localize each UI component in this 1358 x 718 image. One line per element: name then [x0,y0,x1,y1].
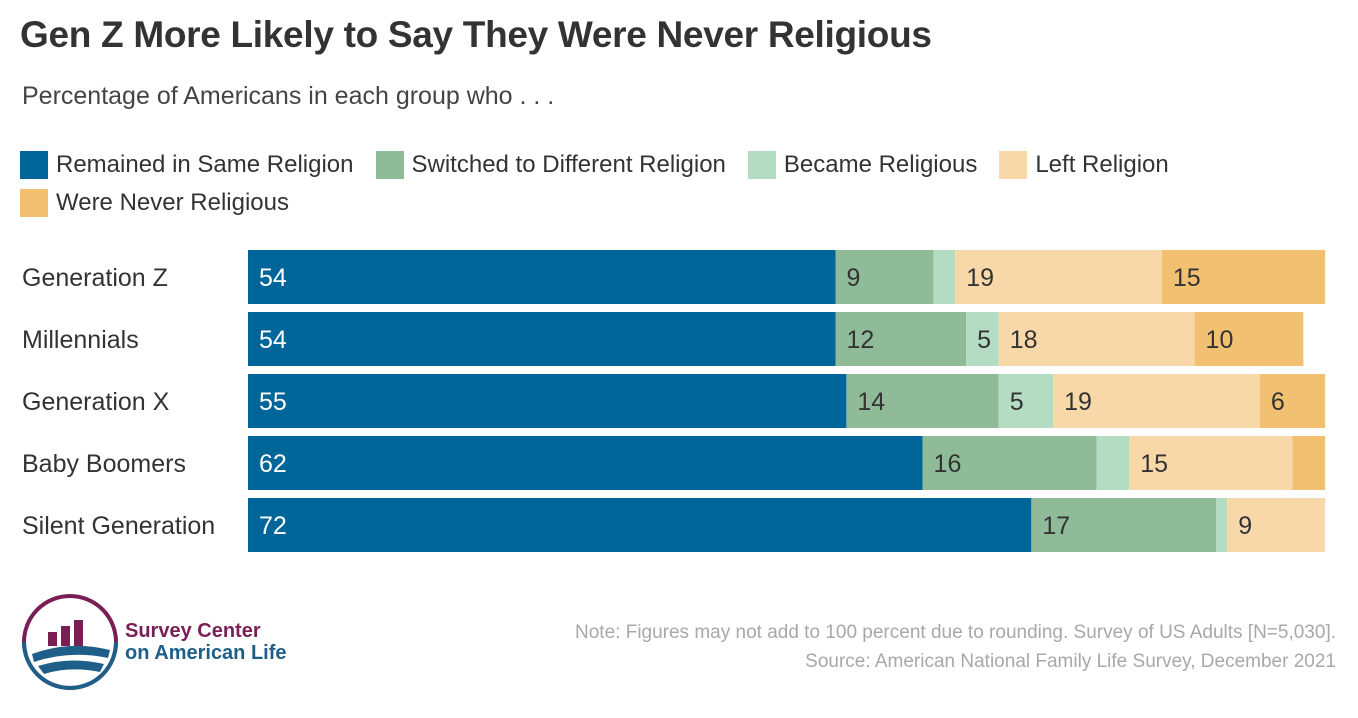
bar-segment-silent-generation-became-religious [1216,498,1228,552]
logo-text-line1: Survey Center [125,620,261,642]
bar-segment-generation-x-left-religion [1053,374,1260,428]
category-label-silent-generation: Silent Generation [22,512,215,540]
data-label-generation-z-remained-in-same-religion: 54 [259,264,287,292]
category-label-generation-z: Generation Z [22,264,168,292]
legend-label-became-religious: Became Religious [783,151,978,178]
data-label-millennials-remained-in-same-religion: 54 [259,326,287,354]
bar-segment-millennials-switched-to-different-religion [835,312,967,366]
bar-segment-generation-x-remained-in-same-religion [248,374,847,428]
bar-segment-generation-z-switched-to-different-religion [835,250,934,304]
data-label-millennials-left-religion: 18 [1010,326,1038,354]
category-label-baby-boomers: Baby Boomers [22,450,186,478]
legend-item-left-religion: Left Religion [999,150,1169,180]
legend-item-switched: Switched to Different Religion [375,150,726,180]
legend-label-left-religion: Left Religion [1035,151,1169,178]
data-label-silent-generation-left-religion: 9 [1238,512,1252,540]
footnote: Note: Figures may not add to 100 percent… [575,618,1336,676]
legend-swatch-left-religion [999,151,1028,179]
bar-segment-generation-z-remained-in-same-religion [248,250,836,304]
data-label-baby-boomers-left-religion: 15 [1140,450,1168,478]
bar-segment-baby-boomers-left-religion [1129,436,1293,490]
data-label-generation-z-were-never-religious: 15 [1173,264,1201,292]
logo-text-line2: on American Life [125,642,287,664]
legend-item-remained: Remained in Same Religion [20,150,354,180]
chart-title: Gen Z More Likely to Say They Were Never… [20,14,932,55]
category-label-generation-x: Generation X [22,388,170,416]
logo-emblem-icon [22,594,118,690]
bar-segment-generation-x-switched-to-different-religion [846,374,999,428]
legend-label-switched: Switched to Different Religion [411,151,726,178]
data-label-generation-z-switched-to-different-religion: 9 [847,264,861,292]
data-label-baby-boomers-switched-to-different-religion: 16 [934,450,962,478]
bar-segment-generation-x-became-religious [998,374,1054,428]
logo-wordmark: Survey Center on American Life [125,620,287,664]
data-label-generation-z-left-religion: 19 [966,264,994,292]
legend-label-never-religious: Were Never Religious [56,189,289,216]
bar-segment-generation-z-left-religion [955,250,1162,304]
legend-swatch-never-religious [20,189,48,217]
legend-swatch-became-religious [747,151,776,179]
bar-segment-millennials-left-religion [998,312,1195,366]
data-label-millennials-were-never-religious: 10 [1206,326,1234,354]
bar-segment-baby-boomers-remained-in-same-religion [248,436,923,490]
data-label-millennials-became-religious: 5 [977,326,991,354]
legend-swatch-remained [20,151,48,179]
bar-segment-silent-generation-remained-in-same-religion [248,498,1032,552]
data-label-generation-x-were-never-religious: 6 [1271,388,1285,416]
category-label-millennials: Millennials [22,326,139,354]
bar-segment-generation-z-were-never-religious [1161,250,1326,304]
data-label-silent-generation-remained-in-same-religion: 72 [259,512,287,540]
data-label-generation-x-remained-in-same-religion: 55 [259,388,287,416]
bar-segment-generation-z-became-religious [933,250,956,304]
source-text: Source: American National Family Life Su… [805,651,1336,672]
bar-segment-silent-generation-switched-to-different-religion [1031,498,1217,552]
data-label-millennials-switched-to-different-religion: 12 [847,326,875,354]
legend-label-remained: Remained in Same Religion [56,151,354,178]
bar-segment-baby-boomers-were-never-religious [1292,436,1326,490]
bar-segment-generation-x-were-never-religious [1259,374,1326,428]
bar-segment-millennials-remained-in-same-religion [248,312,836,366]
data-label-baby-boomers-remained-in-same-religion: 62 [259,450,287,478]
data-label-silent-generation-switched-to-different-religion: 17 [1042,512,1070,540]
data-label-generation-x-became-religious: 5 [1010,388,1024,416]
data-label-generation-x-left-religion: 19 [1064,388,1092,416]
bar-segment-silent-generation-left-religion [1227,498,1326,552]
legend-item-never-religious: Were Never Religious [20,188,289,218]
chart-subtitle: Percentage of Americans in each group wh… [22,82,555,110]
bar-segment-millennials-became-religious [966,312,999,366]
legend-item-became-religious: Became Religious [747,150,978,180]
legend: Remained in Same Religion Switched to Di… [20,150,1320,218]
survey-center-logo: Survey Center on American Life [20,592,300,692]
note-text: Note: Figures may not add to 100 percent… [575,622,1336,643]
data-label-generation-x-switched-to-different-religion: 14 [857,388,885,416]
bar-segment-baby-boomers-switched-to-different-religion [922,436,1097,490]
legend-swatch-switched [375,151,404,179]
bar-segment-baby-boomers-became-religious [1096,436,1130,490]
bar-segment-millennials-were-never-religious [1194,312,1304,366]
